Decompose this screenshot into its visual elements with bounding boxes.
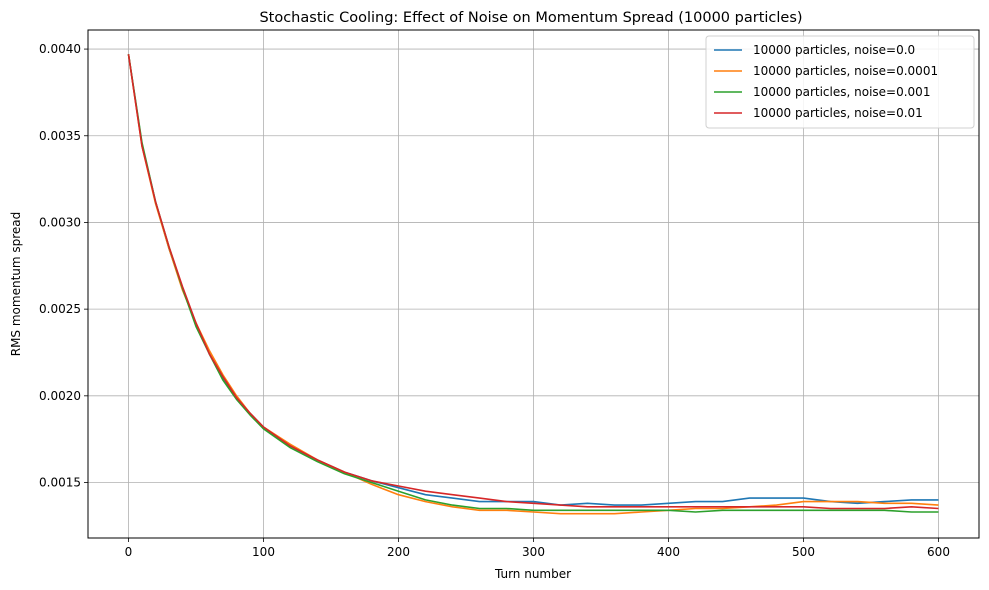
series-line-3 bbox=[127, 54, 939, 510]
y-axis-label: RMS momentum spread bbox=[9, 212, 23, 357]
legend: 10000 particles, noise=0.0 10000 particle… bbox=[705, 35, 975, 129]
x-tick-label: 100 bbox=[252, 545, 275, 559]
x-tick-label: 600 bbox=[927, 545, 950, 559]
x-tick-label: 0 bbox=[125, 545, 133, 559]
series-line-1 bbox=[127, 54, 939, 515]
legend-label-3: 10000 particles, noise=0.01 bbox=[753, 106, 923, 120]
x-tick-label: 500 bbox=[792, 545, 815, 559]
chart-title: Stochastic Cooling: Effect of Noise on M… bbox=[259, 10, 802, 26]
y-tick-label: 0.0025 bbox=[39, 302, 81, 316]
x-axis-label: Turn number bbox=[494, 567, 571, 581]
y-axis: 0.0015 0.0020 0.0025 0.0030 0.0035 0.0040 bbox=[39, 42, 88, 490]
legend-box bbox=[705, 35, 975, 129]
legend-label-1: 10000 particles, noise=0.0001 bbox=[753, 64, 938, 78]
x-tick-label: 400 bbox=[657, 545, 680, 559]
legend-label-0: 10000 particles, noise=0.0 bbox=[753, 43, 915, 57]
y-tick-label: 0.0020 bbox=[39, 389, 81, 403]
y-tick-label: 0.0015 bbox=[39, 476, 81, 490]
x-tick-label: 300 bbox=[522, 545, 545, 559]
y-tick-label: 0.0030 bbox=[39, 215, 81, 229]
x-tick-label: 200 bbox=[387, 545, 410, 559]
y-tick-label: 0.0035 bbox=[39, 129, 81, 143]
y-tick-label: 0.0040 bbox=[39, 42, 81, 56]
legend-label-2: 10000 particles, noise=0.001 bbox=[753, 85, 930, 99]
x-axis: 0 100 200 300 400 500 600 bbox=[125, 538, 950, 559]
series-group bbox=[127, 54, 939, 515]
